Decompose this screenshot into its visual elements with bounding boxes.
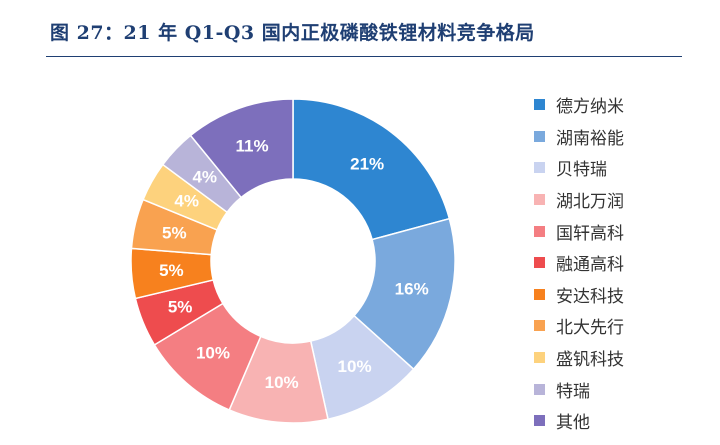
legend-swatch	[534, 225, 545, 237]
legend-label: 其他	[556, 413, 590, 434]
legend-swatch	[534, 415, 545, 427]
slice-data-label: 21%	[350, 155, 384, 174]
legend-label: 德方纳米	[556, 97, 624, 118]
donut-slice-1	[292, 98, 451, 241]
legend-item: 国轩高科	[534, 215, 624, 247]
legend-swatch	[534, 288, 545, 300]
legend-label: 融通高科	[556, 255, 624, 276]
slice-data-label: 5%	[162, 223, 187, 242]
legend-label: 特瑞	[556, 381, 590, 402]
legend-item: 安达科技	[534, 279, 624, 311]
legend-label: 湖南裕能	[556, 128, 624, 149]
slice-data-label: 5%	[168, 298, 193, 317]
slice-data-label: 16%	[395, 280, 429, 299]
legend-label: 湖北万润	[556, 192, 624, 213]
legend-item: 湖北万润	[534, 184, 624, 216]
legend-label: 北大先行	[556, 318, 624, 339]
title-underline	[46, 56, 682, 57]
slice-data-label: 4%	[174, 192, 199, 211]
legend-item: 北大先行	[534, 310, 624, 342]
legend-swatch	[534, 352, 545, 364]
slice-data-label: 10%	[265, 373, 299, 392]
legend-swatch	[534, 320, 545, 332]
legend-label: 安达科技	[556, 286, 624, 307]
legend-item: 湖南裕能	[534, 121, 624, 153]
slice-data-label: 11%	[236, 137, 269, 156]
legend-label: 贝特瑞	[556, 160, 607, 181]
legend-swatch	[534, 162, 545, 174]
legend-item: 融通高科	[534, 247, 624, 279]
donut-slice-2	[352, 217, 456, 371]
legend-swatch	[534, 130, 545, 142]
legend-item: 德方纳米	[534, 89, 624, 121]
legend: 德方纳米湖南裕能贝特瑞湖北万润国轩高科融通高科安达科技北大先行盛钒科技特瑞其他	[534, 89, 624, 437]
chart-title: 图 27：21 年 Q1-Q3 国内正极磷酸铁锂材料竞争格局	[50, 22, 535, 44]
slice-data-label: 4%	[192, 167, 217, 186]
slice-data-label: 5%	[159, 261, 184, 280]
legend-label: 盛钒科技	[556, 350, 624, 371]
slice-data-label: 10%	[196, 344, 230, 363]
legend-item: 贝特瑞	[534, 152, 624, 184]
legend-item: 特瑞	[534, 373, 624, 405]
slice-data-label: 10%	[338, 357, 372, 376]
legend-swatch	[534, 194, 545, 206]
legend-item: 其他	[534, 405, 624, 437]
legend-swatch	[534, 99, 545, 111]
donut-slice-11	[189, 98, 294, 199]
legend-swatch	[534, 383, 545, 395]
legend-swatch	[534, 257, 545, 269]
legend-label: 国轩高科	[556, 223, 624, 244]
legend-item: 盛钒科技	[534, 342, 624, 374]
